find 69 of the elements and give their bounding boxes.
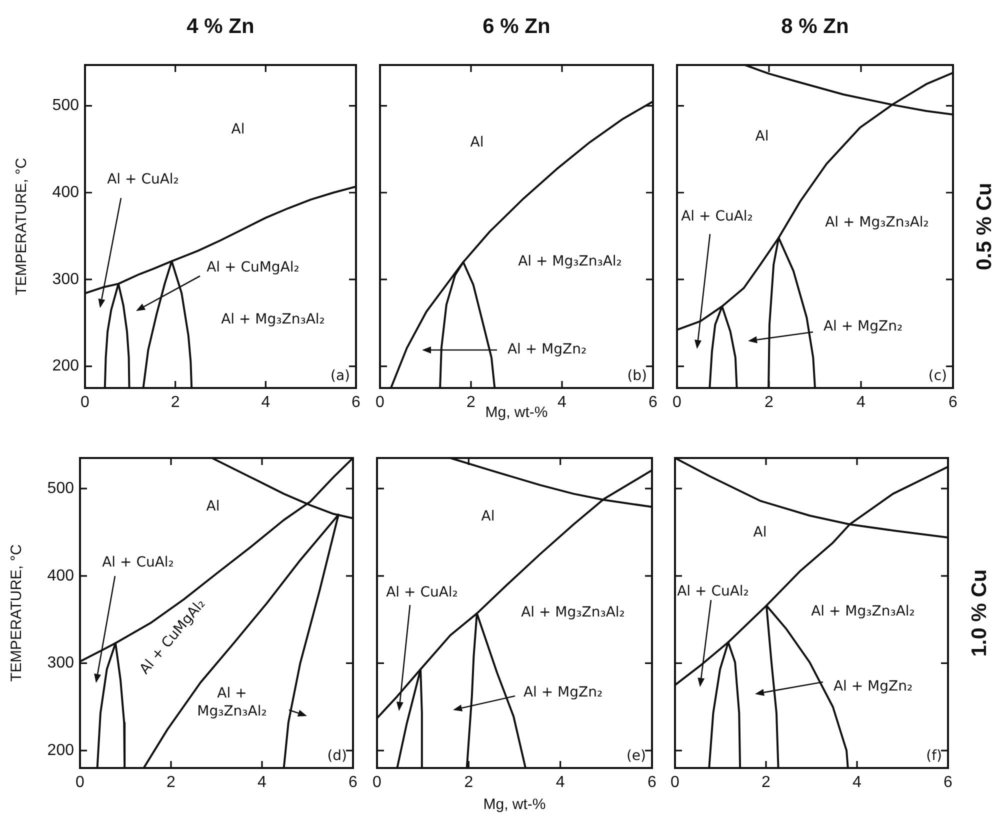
annotation: (e) <box>626 748 646 764</box>
x-tick-label: 2 <box>170 394 180 412</box>
y-tick-label: 200 <box>47 742 74 759</box>
annotation: Al <box>481 508 495 525</box>
y-tick-label: 500 <box>47 480 74 497</box>
annotation: Al + CuAl₂ <box>107 172 179 188</box>
annotation: Al <box>755 128 769 145</box>
y2-axis-title: 0.5 % Cu <box>972 182 996 270</box>
y-tick-label: 200 <box>52 358 80 375</box>
x-tick-label: 4 <box>258 774 267 792</box>
x-tick-label: 2 <box>466 394 476 412</box>
y-tick-label: 400 <box>47 567 74 584</box>
annotation: (a) <box>330 368 350 384</box>
x-tick-label: 4 <box>852 774 862 792</box>
annotation: Al <box>206 498 220 515</box>
annotation: Al + Mg₃Zn₃Al₂ <box>197 686 267 720</box>
x-tick-label: 4 <box>856 394 866 412</box>
annotation: Al <box>231 122 245 138</box>
chart-title: 6 % Zn <box>482 14 550 38</box>
x-tick-label: 6 <box>352 394 361 412</box>
y-tick-label: 400 <box>52 184 80 202</box>
x-axis-title: Mg, wt-% <box>483 796 546 814</box>
x-tick-label: 6 <box>648 394 658 412</box>
y-tick-label: 300 <box>47 654 74 672</box>
x-tick-label: 0 <box>76 774 85 792</box>
x-tick-label: 4 <box>556 774 565 792</box>
annotation: Al + Mg₃Zn₃Al₂ <box>811 604 915 620</box>
annotation: Al + Mg₃Zn₃Al₂ <box>221 312 325 328</box>
annotation: Al + CuAl₂ <box>681 208 753 225</box>
chart-title: 4 % Zn <box>186 14 254 38</box>
x-tick-label: 4 <box>558 394 567 412</box>
x-tick-label: 2 <box>166 774 176 792</box>
x-tick-label: 0 <box>672 394 682 412</box>
annotation: Al + Mg₃Zn₃Al₂ <box>518 254 622 270</box>
annotation: Al + Mg₃Zn₃Al₂ <box>825 214 929 231</box>
annotation: Al + CuAl₂ <box>386 584 458 601</box>
x-tick-label: 6 <box>348 774 358 792</box>
annotation: Al <box>470 134 484 151</box>
annotation: (b) <box>627 368 647 384</box>
annotation: Al + MgZn₂ <box>507 342 587 358</box>
annotation: Al <box>753 524 767 541</box>
annotation: Al + MgZn₂ <box>823 318 903 335</box>
x-tick-label: 4 <box>261 394 270 412</box>
annotation: Al + MgZn₂ <box>833 678 913 695</box>
x-tick-label: 6 <box>948 394 958 412</box>
annotation: Al + CuMgAl₂ <box>206 260 300 276</box>
annotation: (f) <box>926 748 942 764</box>
x-tick-label: 6 <box>944 774 953 792</box>
y-tick-label: 300 <box>52 270 80 288</box>
y-tick-label: 500 <box>52 97 80 114</box>
x-tick-label: 2 <box>464 774 474 792</box>
x-tick-label: 0 <box>670 774 680 792</box>
annotation: Al + CuAl₂ <box>102 554 174 571</box>
y-axis-title: TEMPERATURE, °C <box>13 158 30 296</box>
x-tick-label: 0 <box>80 394 90 412</box>
annotation: Al + MgZn₂ <box>523 684 603 701</box>
x-tick-label: 0 <box>372 774 382 792</box>
y2-axis-title: 1.0 % Cu <box>968 569 991 657</box>
y-axis-title: TEMPERATURE, °C <box>8 544 26 682</box>
annotation: Al + CuAl₂ <box>677 584 749 600</box>
x-tick-label: 6 <box>648 774 657 792</box>
annotation: (d) <box>327 748 347 764</box>
x-axis-title: Mg, wt-% <box>485 404 548 422</box>
annotation: (c) <box>928 368 947 384</box>
annotation: Al + Mg₃Zn₃Al₂ <box>521 604 625 621</box>
x-tick-label: 2 <box>762 774 771 792</box>
x-tick-label: 0 <box>376 394 385 412</box>
chart-title: 8 % Zn <box>781 14 849 38</box>
x-tick-label: 2 <box>764 394 774 412</box>
